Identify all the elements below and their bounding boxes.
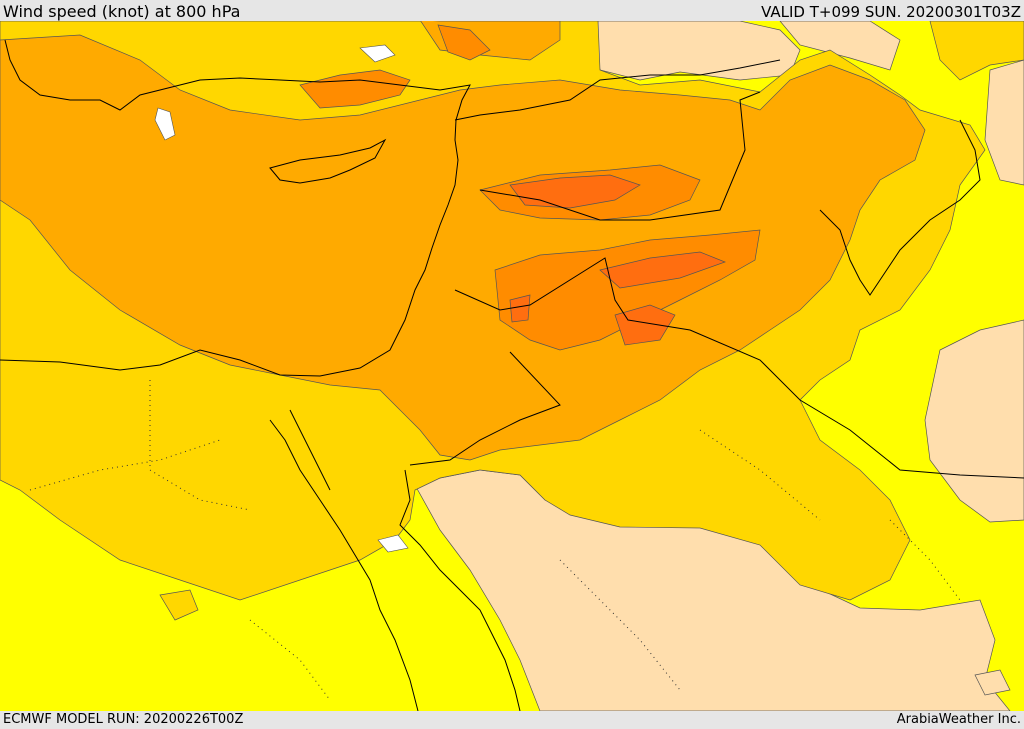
iraq-syria-border	[479, 91, 761, 221]
model-run-label: ECMWF MODEL RUN: 20200226T00Z	[3, 712, 244, 727]
persian-gulf-coast	[819, 119, 981, 296]
credit-label: ArabiaWeather Inc.	[896, 712, 1021, 727]
saudi-border	[409, 351, 561, 466]
map-title: Wind speed (knot) at 800 hPa	[3, 2, 241, 21]
wind-speed-map	[0, 21, 1024, 711]
band-max-regions	[509, 174, 726, 346]
dotted-lines	[29, 380, 961, 701]
cyprus-outline	[269, 138, 387, 184]
red-sea-east-coast	[399, 469, 521, 711]
turkey-border	[454, 59, 781, 121]
header-bar: Wind speed (knot) at 800 hPa VALID T+099…	[0, 0, 1024, 21]
band-lowest-regions	[414, 21, 1024, 711]
mediterranean-coast	[0, 39, 471, 377]
boundaries	[0, 39, 1024, 711]
red-sea-west-coast	[269, 419, 419, 711]
valid-time-label: VALID T+099 SUN. 20200301T03Z	[761, 3, 1021, 21]
gulf-of-suez	[289, 409, 331, 491]
footer-bar: ECMWF MODEL RUN: 20200226T00Z ArabiaWeat…	[0, 711, 1024, 729]
calm-spots	[154, 44, 409, 553]
jordan-border	[454, 257, 1024, 479]
